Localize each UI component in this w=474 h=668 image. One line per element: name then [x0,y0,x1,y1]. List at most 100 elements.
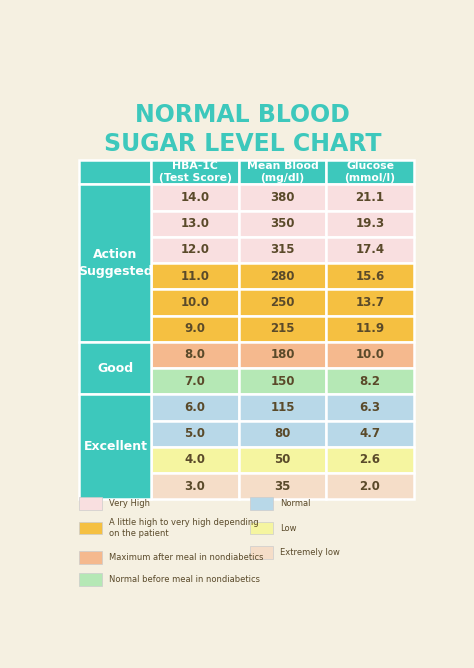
Text: NORMAL BLOOD
SUGAR LEVEL CHART: NORMAL BLOOD SUGAR LEVEL CHART [104,104,382,156]
Text: Very High: Very High [109,499,150,508]
FancyBboxPatch shape [80,394,151,500]
FancyBboxPatch shape [239,315,326,342]
FancyBboxPatch shape [151,210,239,237]
FancyBboxPatch shape [239,263,326,289]
Text: 350: 350 [270,217,295,230]
Text: 7.0: 7.0 [185,375,206,387]
Text: Low: Low [280,524,296,532]
Text: 13.0: 13.0 [181,217,210,230]
FancyBboxPatch shape [326,394,414,421]
FancyBboxPatch shape [239,421,326,447]
FancyBboxPatch shape [151,473,239,500]
FancyBboxPatch shape [151,237,239,263]
FancyBboxPatch shape [239,368,326,394]
FancyBboxPatch shape [326,368,414,394]
FancyBboxPatch shape [326,289,414,315]
Text: 4.7: 4.7 [359,428,381,440]
Text: Normal before meal in nondiabetics: Normal before meal in nondiabetics [109,575,260,584]
FancyBboxPatch shape [239,289,326,315]
Text: 9.0: 9.0 [184,322,206,335]
Text: HBA-1C
(Test Score): HBA-1C (Test Score) [159,161,231,183]
FancyBboxPatch shape [151,394,239,421]
Text: 180: 180 [270,349,295,361]
FancyBboxPatch shape [326,342,414,368]
Text: Maximum after meal in nondiabetics: Maximum after meal in nondiabetics [109,553,264,562]
FancyBboxPatch shape [151,263,239,289]
Text: 5.0: 5.0 [184,428,206,440]
FancyBboxPatch shape [80,342,151,394]
FancyBboxPatch shape [151,421,239,447]
FancyBboxPatch shape [80,573,102,586]
Text: 3.0: 3.0 [185,480,206,493]
Text: 4.0: 4.0 [184,454,206,466]
Text: 8.2: 8.2 [359,375,381,387]
Text: Action
Suggested: Action Suggested [78,248,153,278]
Text: 11.0: 11.0 [181,270,210,283]
FancyBboxPatch shape [326,263,414,289]
FancyBboxPatch shape [326,315,414,342]
FancyBboxPatch shape [239,342,326,368]
Text: 215: 215 [270,322,295,335]
FancyBboxPatch shape [239,160,326,184]
FancyBboxPatch shape [326,210,414,237]
FancyBboxPatch shape [151,184,239,210]
Text: 150: 150 [270,375,295,387]
FancyBboxPatch shape [326,237,414,263]
FancyBboxPatch shape [250,546,273,558]
Text: 80: 80 [274,428,291,440]
Text: 35: 35 [274,480,291,493]
FancyBboxPatch shape [239,447,326,473]
Text: 15.6: 15.6 [356,270,384,283]
Text: Normal: Normal [280,499,310,508]
FancyBboxPatch shape [151,160,239,184]
FancyBboxPatch shape [326,447,414,473]
Text: Glucose
(mmol/l): Glucose (mmol/l) [345,161,395,183]
Text: 21.1: 21.1 [356,191,384,204]
Text: 250: 250 [270,296,295,309]
Text: 10.0: 10.0 [181,296,210,309]
FancyBboxPatch shape [80,497,102,510]
FancyBboxPatch shape [80,522,102,534]
FancyBboxPatch shape [151,289,239,315]
FancyBboxPatch shape [80,184,151,342]
FancyBboxPatch shape [239,210,326,237]
Text: 50: 50 [274,454,291,466]
Text: 10.0: 10.0 [356,349,384,361]
Text: 115: 115 [270,401,295,414]
Text: 6.3: 6.3 [359,401,381,414]
FancyBboxPatch shape [151,368,239,394]
FancyBboxPatch shape [250,522,273,534]
FancyBboxPatch shape [239,394,326,421]
FancyBboxPatch shape [151,315,239,342]
Text: 11.9: 11.9 [356,322,384,335]
FancyBboxPatch shape [239,237,326,263]
Text: Good: Good [97,361,134,375]
Text: 13.7: 13.7 [356,296,384,309]
Text: 19.3: 19.3 [356,217,384,230]
Text: 12.0: 12.0 [181,243,210,257]
Text: Mean Blood
(mg/dl): Mean Blood (mg/dl) [246,161,319,183]
Text: 8.0: 8.0 [184,349,206,361]
Text: A little high to very high depending
on the patient: A little high to very high depending on … [109,518,258,538]
FancyBboxPatch shape [326,184,414,210]
Text: 380: 380 [270,191,295,204]
FancyBboxPatch shape [239,184,326,210]
FancyBboxPatch shape [80,160,151,184]
FancyBboxPatch shape [80,551,102,564]
Text: 6.0: 6.0 [184,401,206,414]
Text: Excellent: Excellent [83,440,147,454]
Text: 14.0: 14.0 [181,191,210,204]
Text: Extremely low: Extremely low [280,548,339,557]
Text: 315: 315 [270,243,295,257]
Text: 2.0: 2.0 [360,480,381,493]
Text: 2.6: 2.6 [359,454,381,466]
FancyBboxPatch shape [151,447,239,473]
FancyBboxPatch shape [326,160,414,184]
FancyBboxPatch shape [239,473,326,500]
FancyBboxPatch shape [326,473,414,500]
FancyBboxPatch shape [151,342,239,368]
FancyBboxPatch shape [326,421,414,447]
FancyBboxPatch shape [250,497,273,510]
Text: 280: 280 [270,270,295,283]
Text: 17.4: 17.4 [356,243,384,257]
